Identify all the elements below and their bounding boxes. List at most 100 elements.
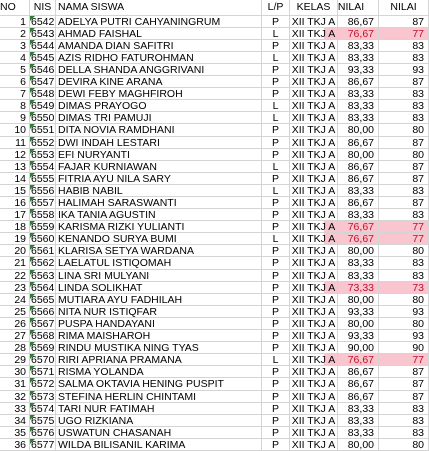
cell-nilai-1[interactable]: 80,00 [324, 245, 379, 258]
cell-name[interactable]: RIMA MAISHAROH [56, 330, 262, 343]
cell-no[interactable]: 3 [0, 39, 30, 52]
cell-nis[interactable]: 6550 [30, 112, 56, 125]
cell-lp[interactable]: P [262, 281, 290, 294]
cell-no[interactable]: 32 [0, 390, 30, 403]
cell-name[interactable]: WILDA BILISANIL KARIMA [56, 438, 262, 451]
cell-nilai-2[interactable]: 90 [379, 342, 429, 355]
cell-lp[interactable]: P [262, 63, 290, 77]
cell-kelas[interactable]: XII TKJ A [290, 245, 338, 258]
cell-no[interactable]: 22 [0, 269, 30, 282]
cell-name[interactable]: NITA NUR ISTIQFAR [56, 305, 262, 318]
cell-nilai-1[interactable]: 80,00 [324, 148, 379, 161]
cell-nis[interactable]: 6543 [30, 27, 56, 40]
cell-nilai-1[interactable]: 83,33 [324, 39, 379, 52]
cell-nilai-2[interactable]: 83 [379, 184, 429, 197]
cell-nilai-2[interactable]: 83 [379, 402, 429, 415]
cell-name[interactable]: MUTIARA AYU FADHILAH [56, 293, 262, 306]
cell-nilai-2[interactable]: 93 [379, 330, 429, 343]
cell-kelas[interactable]: XII TKJ A [290, 63, 338, 77]
cell-nilai-1[interactable]: 83,33 [324, 402, 379, 415]
cell-no[interactable]: 15 [0, 184, 30, 197]
cell-kelas[interactable]: XII TKJ A [290, 160, 338, 173]
cell-nilai-1[interactable]: 93,33 [324, 305, 379, 318]
cell-nis[interactable]: 6554 [30, 160, 56, 173]
cell-no[interactable]: 1 [0, 15, 30, 28]
cell-nis[interactable]: 6574 [30, 402, 56, 415]
cell-lp[interactable]: P [262, 342, 290, 355]
cell-nilai-1[interactable]: 83,33 [324, 184, 379, 197]
cell-nilai-1[interactable]: 80,00 [324, 317, 379, 331]
cell-no[interactable]: 34 [0, 414, 30, 427]
cell-nilai-2[interactable]: 83 [379, 414, 429, 427]
cell-no[interactable]: 33 [0, 402, 30, 415]
cell-nilai-2[interactable]: 77 [379, 27, 429, 40]
cell-lp[interactable]: P [262, 209, 290, 222]
cell-nilai-2[interactable]: 77 [379, 221, 429, 234]
cell-lp[interactable]: P [262, 172, 290, 185]
cell-nilai-2[interactable]: 87 [379, 76, 429, 89]
cell-name[interactable]: DIMAS PRAYOGO [56, 100, 262, 113]
cell-no[interactable]: 24 [0, 293, 30, 306]
cell-nis[interactable]: 6557 [30, 197, 56, 210]
cell-no[interactable]: 12 [0, 148, 30, 161]
cell-nilai-2[interactable]: 83 [379, 112, 429, 125]
cell-nis[interactable]: 6570 [30, 354, 56, 367]
cell-lp[interactable]: L [262, 160, 290, 173]
cell-lp[interactable]: P [262, 39, 290, 52]
cell-lp[interactable]: P [262, 136, 290, 149]
cell-nilai-1[interactable]: 80,00 [324, 293, 379, 306]
cell-nilai-2[interactable]: 80 [379, 317, 429, 331]
cell-no[interactable]: 27 [0, 330, 30, 343]
header-kelas[interactable]: KELAS [290, 0, 338, 16]
cell-no[interactable]: 13 [0, 160, 30, 173]
cell-nis[interactable]: 6552 [30, 136, 56, 149]
cell-nis[interactable]: 6568 [30, 330, 56, 343]
cell-lp[interactable]: P [262, 148, 290, 161]
cell-kelas[interactable]: XII TKJ A [290, 390, 338, 403]
cell-lp[interactable]: P [262, 317, 290, 331]
cell-nilai-1[interactable]: 83,33 [324, 257, 379, 270]
cell-name[interactable]: IKA TANIA AGUSTIN [56, 209, 262, 222]
cell-lp[interactable]: P [262, 426, 290, 439]
cell-kelas[interactable]: XII TKJ A [290, 39, 338, 52]
cell-nilai-2[interactable]: 87 [379, 172, 429, 185]
cell-nis[interactable]: 6558 [30, 209, 56, 222]
cell-nis[interactable]: 6546 [30, 63, 56, 77]
cell-nis[interactable]: 6559 [30, 221, 56, 234]
cell-no[interactable]: 36 [0, 438, 30, 451]
cell-lp[interactable]: P [262, 305, 290, 318]
cell-no[interactable]: 35 [0, 426, 30, 439]
cell-nilai-1[interactable]: 83,33 [324, 414, 379, 427]
cell-lp[interactable]: P [262, 88, 290, 101]
cell-lp[interactable]: P [262, 257, 290, 270]
cell-nilai-1[interactable]: 90,00 [324, 342, 379, 355]
cell-name[interactable]: HABIB NABIL [56, 184, 262, 197]
header-nilai-2[interactable]: NILAI [379, 0, 429, 16]
cell-name[interactable]: ADELYA PUTRI CAHYANINGRUM [56, 15, 262, 28]
cell-no[interactable]: 14 [0, 172, 30, 185]
cell-nilai-1[interactable]: 93,33 [324, 330, 379, 343]
cell-name[interactable]: AMANDA DIAN SAFITRI [56, 39, 262, 52]
cell-lp[interactable]: P [262, 197, 290, 210]
cell-nilai-1[interactable]: 93,33 [324, 63, 379, 77]
cell-nis[interactable]: 6576 [30, 426, 56, 439]
cell-nis[interactable]: 6551 [30, 124, 56, 137]
cell-name[interactable]: STEFINA HERLIN CHINTAMI [56, 390, 262, 403]
cell-kelas[interactable]: XII TKJ A [290, 378, 338, 391]
cell-nilai-2[interactable]: 80 [379, 148, 429, 161]
cell-kelas[interactable]: XII TKJ A [290, 209, 338, 222]
cell-nilai-2[interactable]: 80 [379, 293, 429, 306]
cell-name[interactable]: FAJAR KURNIAWAN [56, 160, 262, 173]
cell-nis[interactable]: 6573 [30, 390, 56, 403]
cell-lp[interactable]: P [262, 124, 290, 137]
cell-no[interactable]: 17 [0, 209, 30, 222]
cell-lp[interactable]: P [262, 76, 290, 89]
cell-no[interactable]: 9 [0, 112, 30, 125]
cell-kelas[interactable]: XII TKJ A [290, 51, 338, 64]
cell-nis[interactable]: 6544 [30, 39, 56, 52]
cell-name[interactable]: DELLA SHANDA ANGGRIVANI [56, 63, 262, 77]
cell-no[interactable]: 5 [0, 63, 30, 77]
cell-name[interactable]: DEVIRA KINE ARANA [56, 76, 262, 89]
cell-nis[interactable]: 6549 [30, 100, 56, 113]
cell-no[interactable]: 8 [0, 100, 30, 113]
